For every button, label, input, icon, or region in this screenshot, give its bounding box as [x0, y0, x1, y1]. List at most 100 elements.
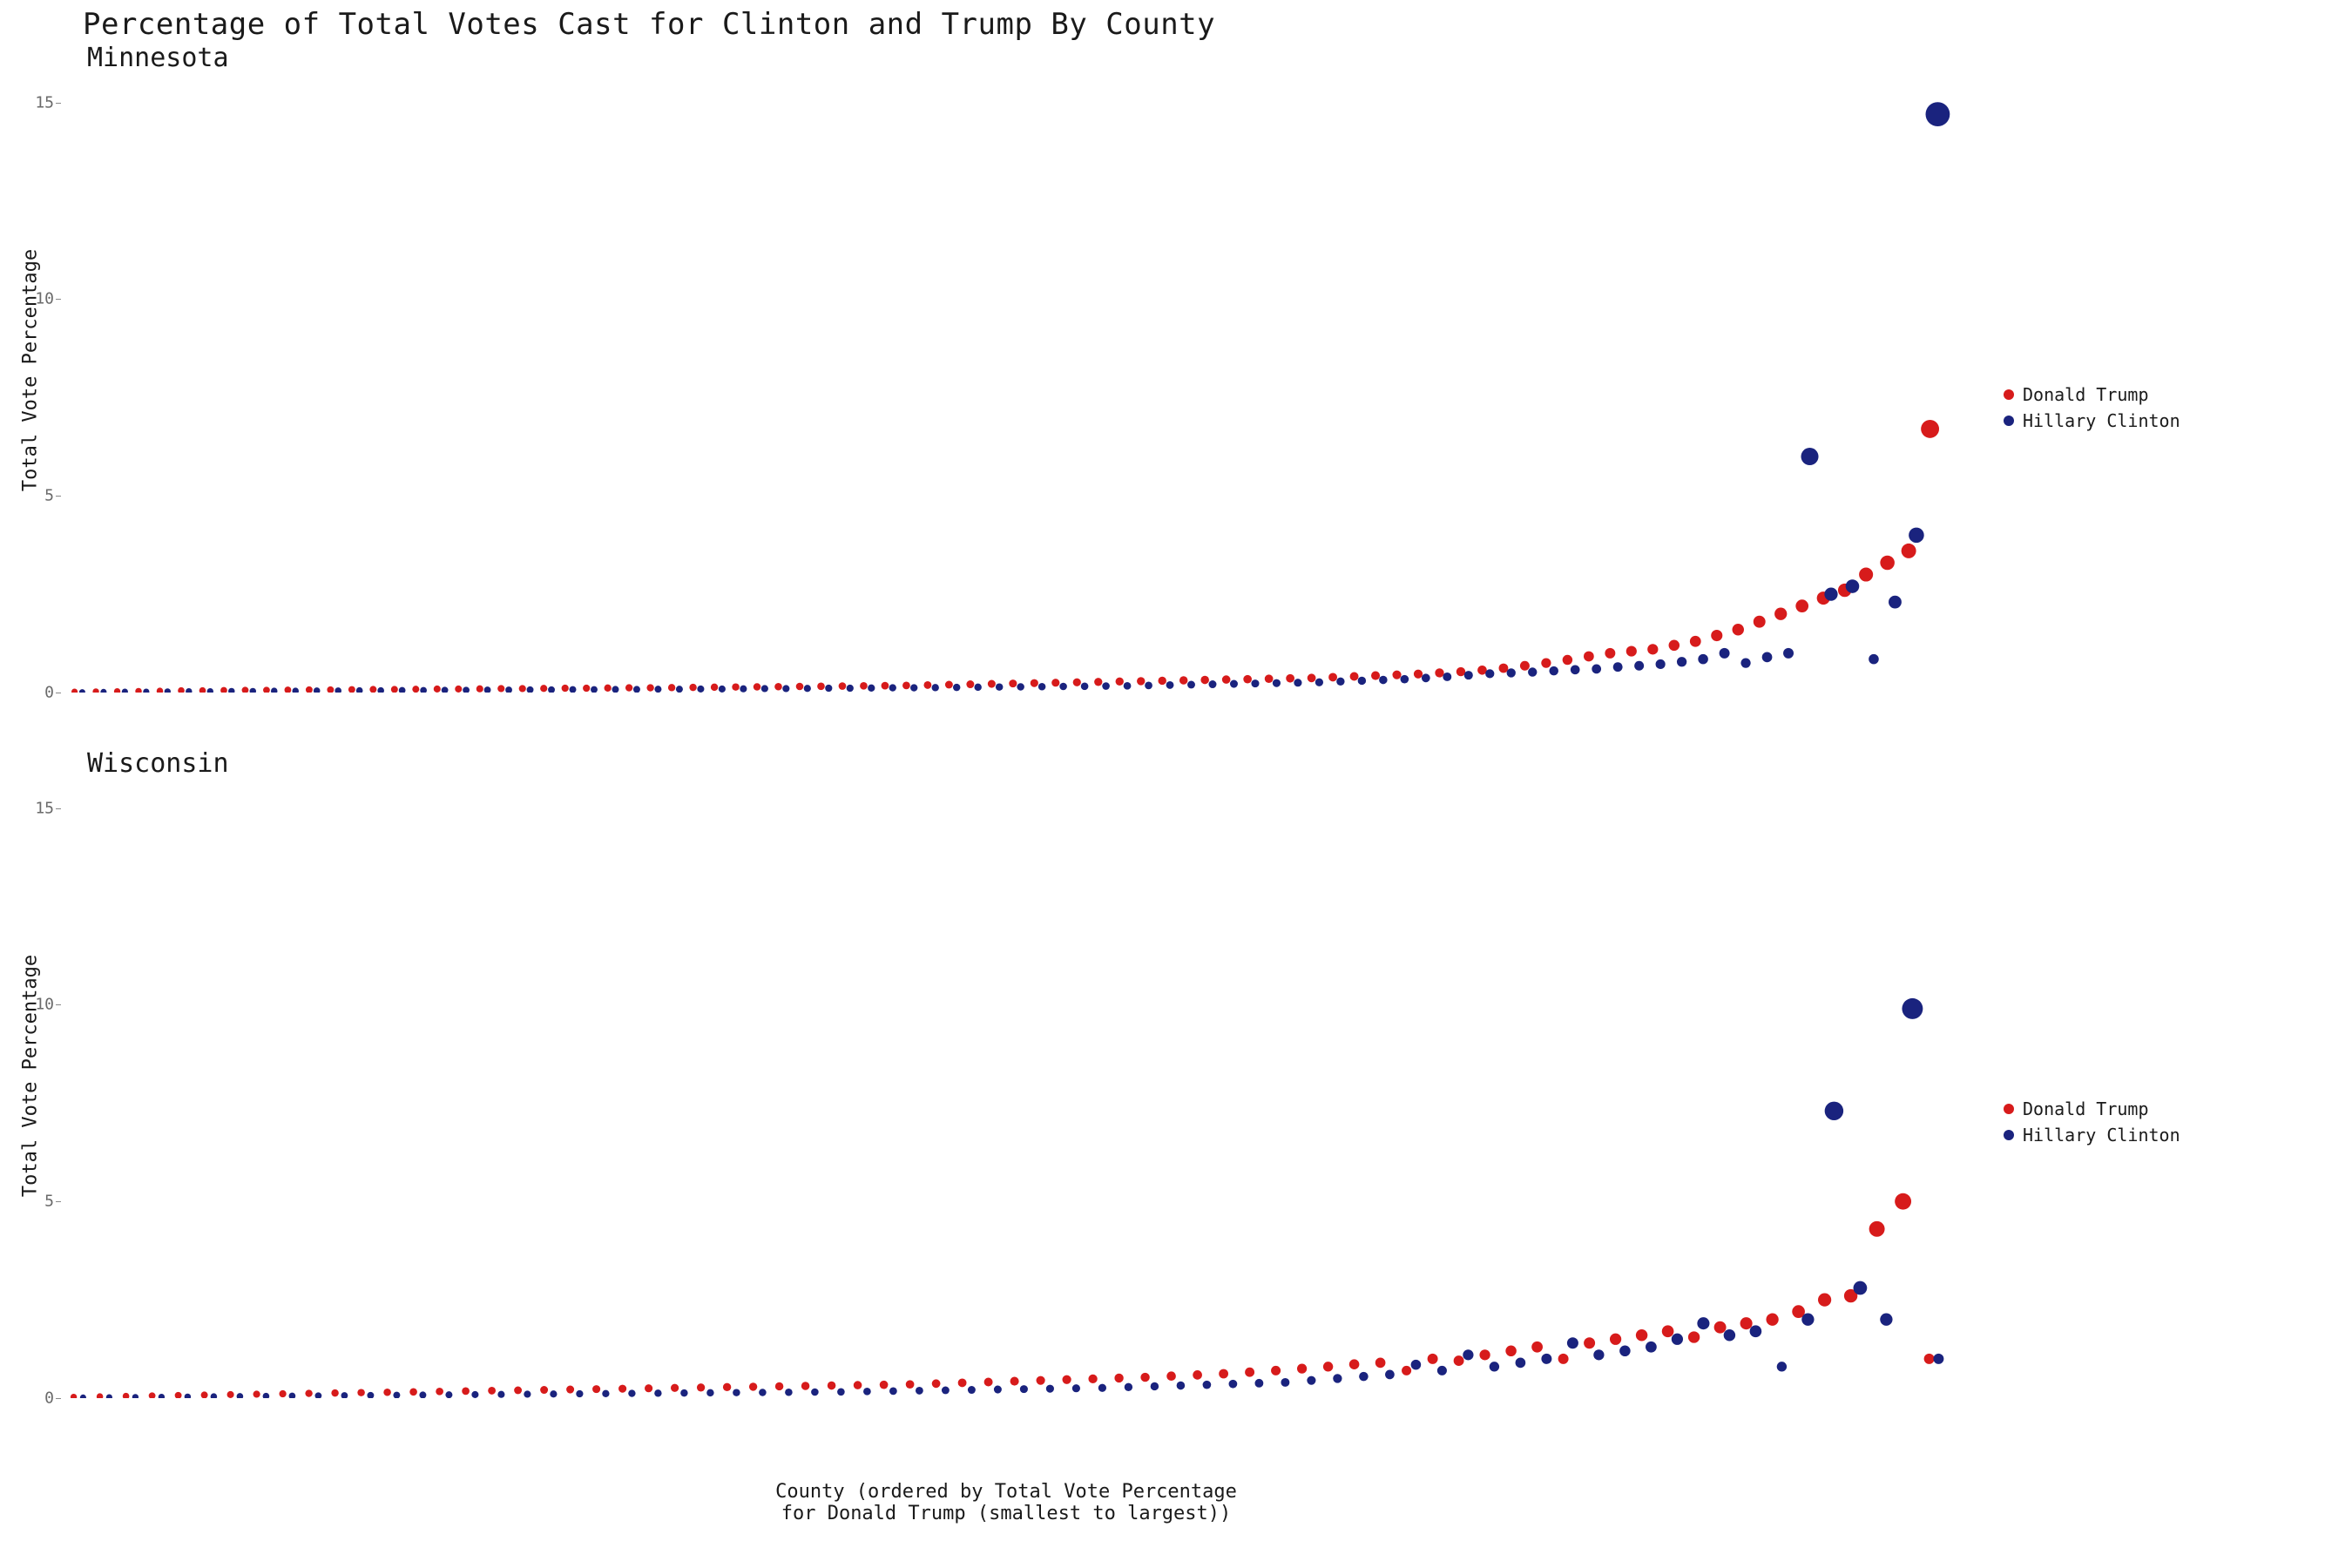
point-clinton	[1102, 682, 1110, 690]
point-trump	[1610, 1334, 1621, 1345]
point-clinton	[377, 687, 384, 693]
point-clinton	[1528, 667, 1537, 676]
point-clinton	[1209, 680, 1217, 688]
point-clinton	[1909, 528, 1924, 544]
point-clinton	[1567, 1337, 1578, 1348]
point-clinton	[1187, 681, 1195, 689]
point-trump	[220, 687, 227, 693]
point-clinton	[804, 685, 811, 692]
point-clinton	[1549, 666, 1558, 676]
point-trump	[1114, 1374, 1123, 1382]
legend-swatch-clinton	[2004, 1130, 2014, 1140]
point-clinton	[654, 686, 661, 693]
point-trump	[157, 687, 164, 693]
point-clinton	[237, 1393, 244, 1398]
point-trump	[583, 685, 590, 692]
point-clinton	[484, 686, 491, 693]
point-clinton	[1336, 678, 1344, 686]
point-clinton	[1359, 1372, 1369, 1382]
point-trump	[1375, 1358, 1386, 1369]
point-clinton	[1307, 1376, 1315, 1385]
point-clinton	[1273, 679, 1281, 687]
point-trump	[476, 686, 483, 693]
point-clinton	[1124, 682, 1132, 690]
point-trump	[305, 1389, 312, 1396]
point-clinton	[910, 684, 917, 691]
point-trump	[774, 683, 782, 691]
point-clinton	[315, 1392, 322, 1398]
point-clinton	[1869, 654, 1879, 665]
point-trump	[455, 686, 462, 693]
point-clinton	[335, 687, 341, 693]
point-trump	[1795, 599, 1808, 612]
point-clinton	[1846, 579, 1860, 593]
point-clinton	[1464, 671, 1473, 679]
point-clinton	[889, 684, 896, 691]
point-clinton	[79, 689, 85, 693]
point-clinton	[1762, 652, 1773, 663]
point-clinton	[1672, 1334, 1683, 1345]
point-trump	[1392, 671, 1401, 679]
point-clinton	[207, 688, 213, 693]
point-clinton	[463, 686, 470, 693]
point-trump	[1414, 670, 1423, 679]
point-trump	[71, 1394, 77, 1398]
point-clinton	[916, 1387, 923, 1395]
scatter-svg-minnesota	[61, 83, 1951, 693]
point-trump	[562, 685, 569, 692]
point-trump	[327, 686, 334, 693]
point-clinton	[1889, 596, 1902, 609]
point-trump	[646, 684, 653, 691]
point-clinton	[1541, 1354, 1551, 1364]
panel-label-wisconsin: Wisconsin	[87, 748, 229, 779]
point-clinton	[1358, 677, 1366, 685]
point-clinton	[1825, 1102, 1843, 1120]
point-trump	[906, 1380, 915, 1389]
point-clinton	[1619, 1346, 1631, 1357]
point-clinton	[1724, 1329, 1735, 1341]
point-clinton	[1072, 1384, 1080, 1392]
y-tick-mark	[56, 808, 61, 809]
point-trump	[1584, 1337, 1595, 1348]
point-trump	[775, 1382, 783, 1390]
point-trump	[1402, 1366, 1411, 1375]
point-clinton	[1017, 683, 1024, 691]
point-clinton	[1926, 102, 1950, 126]
point-clinton	[953, 684, 960, 691]
point-trump	[860, 682, 868, 690]
point-trump	[462, 1387, 470, 1395]
point-trump	[1286, 674, 1294, 683]
point-clinton	[968, 1386, 976, 1394]
point-trump	[149, 1392, 156, 1398]
point-clinton	[570, 686, 577, 693]
point-trump	[1558, 1354, 1569, 1364]
point-trump	[135, 688, 141, 693]
point-trump	[1031, 679, 1038, 687]
point-clinton	[697, 686, 704, 693]
point-clinton	[1401, 675, 1409, 684]
point-trump	[331, 1389, 338, 1396]
point-clinton	[1177, 1382, 1186, 1390]
point-trump	[1088, 1375, 1097, 1383]
point-trump	[1222, 675, 1231, 684]
point-trump	[71, 689, 78, 693]
point-clinton	[706, 1389, 713, 1396]
point-trump	[1636, 1329, 1647, 1341]
point-trump	[279, 1390, 286, 1397]
point-clinton	[889, 1387, 897, 1395]
point-trump	[796, 683, 804, 691]
y-tick-mark	[56, 1004, 61, 1005]
point-trump	[412, 686, 419, 693]
point-trump	[817, 682, 825, 690]
point-trump	[732, 683, 739, 690]
point-trump	[945, 681, 953, 689]
point-clinton	[1516, 1358, 1526, 1369]
point-clinton	[633, 686, 640, 693]
point-clinton	[602, 1390, 609, 1397]
point-trump	[1328, 672, 1337, 681]
point-trump	[1349, 1359, 1360, 1369]
point-clinton	[341, 1392, 348, 1398]
point-clinton	[1634, 661, 1644, 671]
point-trump	[1435, 668, 1443, 677]
point-clinton	[612, 686, 618, 693]
